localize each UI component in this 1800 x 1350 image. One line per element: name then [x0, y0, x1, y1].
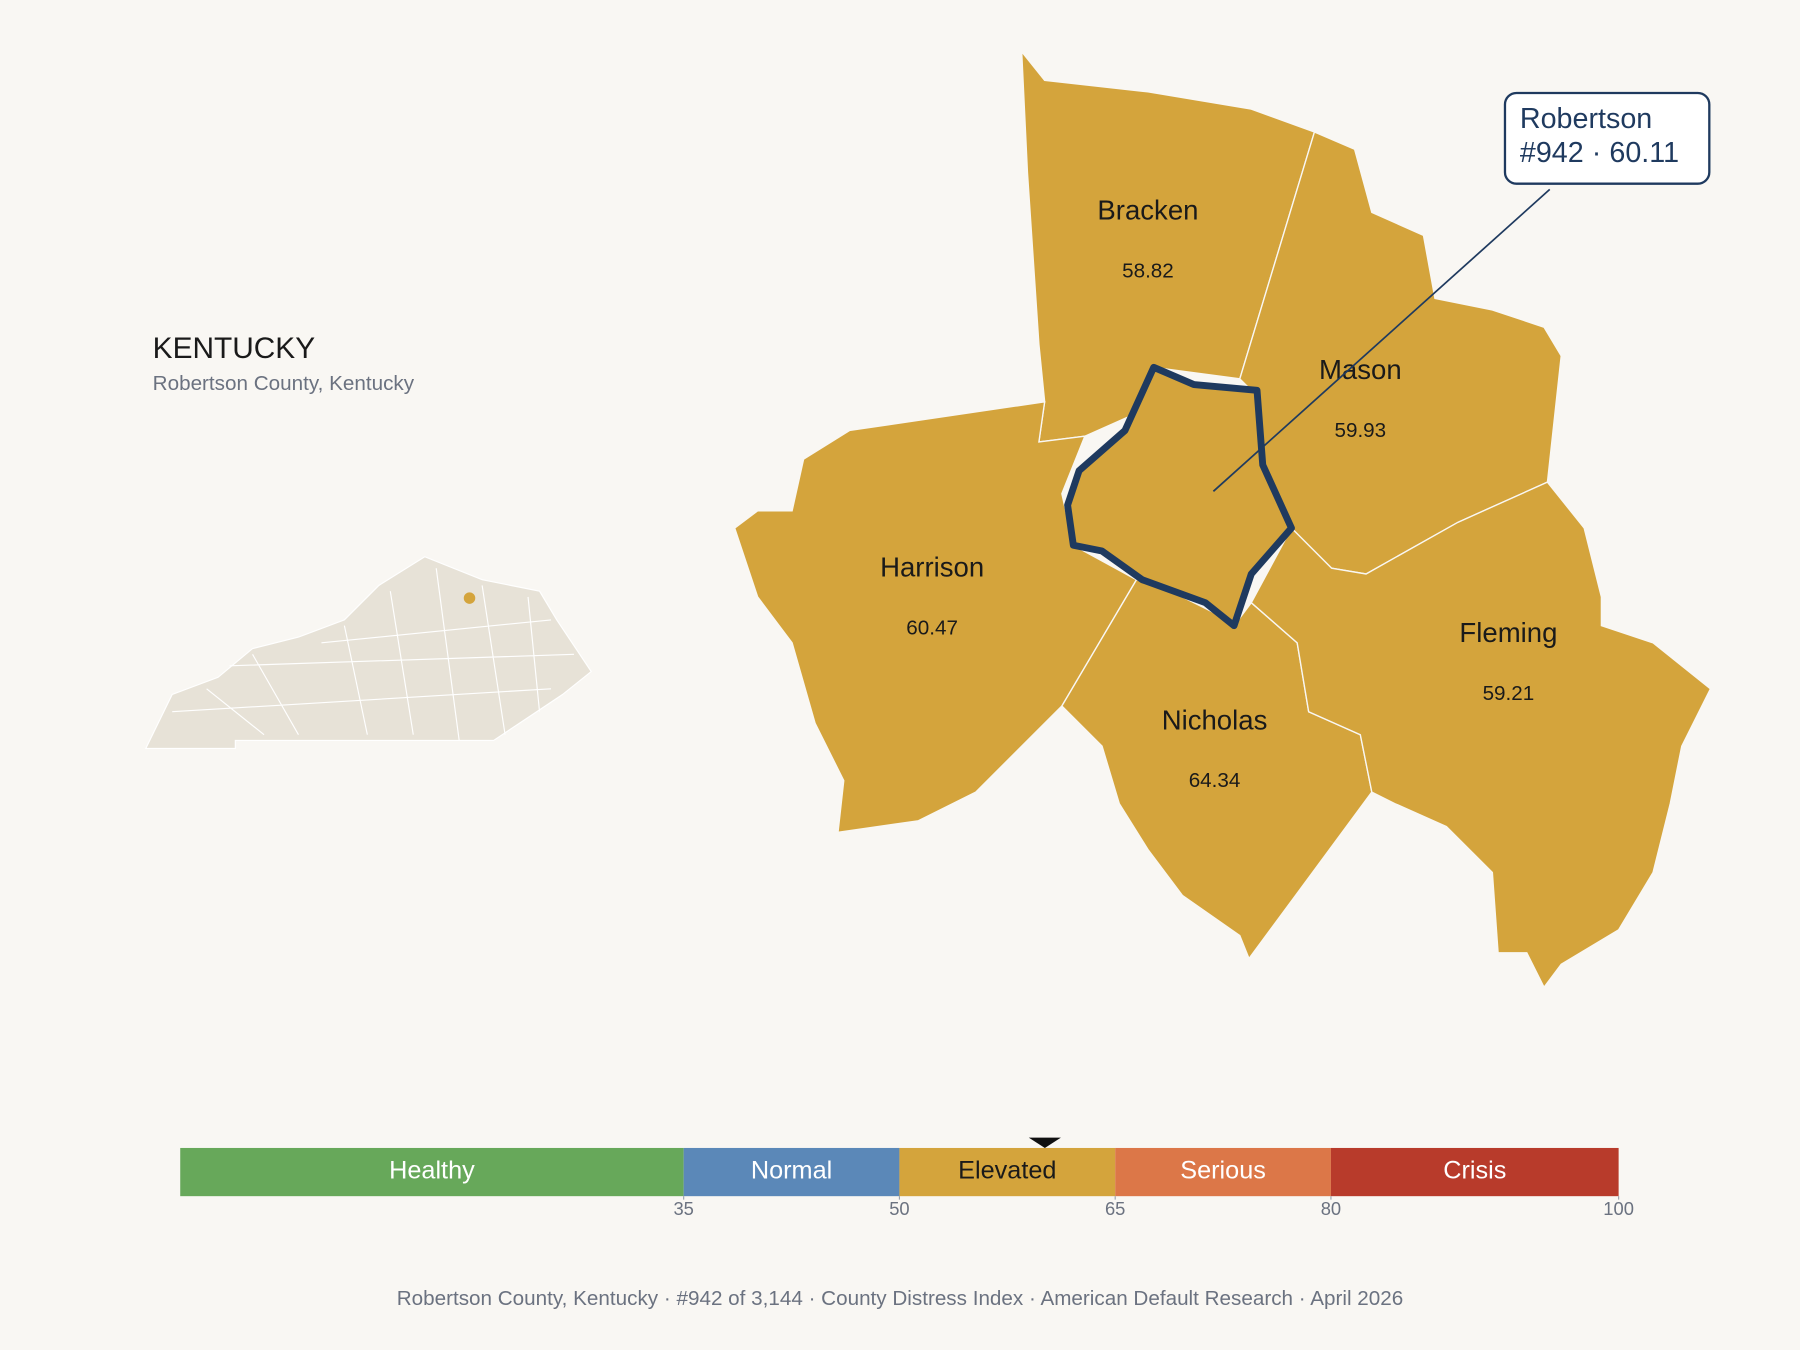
county-name: Harrison	[880, 552, 984, 583]
score-marker	[1028, 1137, 1061, 1148]
scale-band	[899, 1147, 1116, 1197]
county-name: Fleming	[1459, 617, 1557, 648]
focus-county	[1064, 363, 1295, 630]
band-label: Normal	[751, 1157, 832, 1185]
scale-band	[1115, 1147, 1331, 1197]
callout-name: Robertson	[1520, 103, 1652, 135]
scale-tick-label: 35	[673, 1198, 693, 1219]
callout-rank: #942	[1520, 136, 1584, 168]
county-value: 59.93	[1334, 419, 1386, 442]
callout-detail: #942 · 60.11	[1520, 136, 1679, 168]
scale-band	[180, 1147, 684, 1197]
scale-band	[683, 1147, 900, 1197]
footer: Robertson County, Kentucky · #942 of 3,1…	[397, 1287, 1404, 1310]
scale-tick-label: 80	[1321, 1198, 1341, 1219]
callout-score: 60.11	[1609, 136, 1679, 168]
county-name: Nicholas	[1162, 704, 1268, 735]
county-shape	[1250, 481, 1712, 989]
band-label: Serious	[1180, 1157, 1266, 1185]
state-title: KENTUCKY	[153, 332, 316, 365]
subtitle: Robertson County, Kentucky	[153, 372, 415, 395]
callout: Robertson #942 · 60.11	[1212, 91, 1711, 492]
county-value: 58.82	[1122, 260, 1174, 283]
scale-tick-label: 50	[889, 1198, 909, 1219]
county-lines	[172, 568, 574, 741]
callout-box	[1503, 91, 1711, 185]
callout-separator: ·	[1592, 136, 1602, 168]
band-label: Elevated	[958, 1157, 1056, 1185]
county-value: 60.47	[906, 617, 958, 640]
state-shape	[144, 556, 592, 750]
distress-scale: Healthy Normal Elevated Serious Crisis 35 50 65…	[180, 1137, 1634, 1219]
county-value: 64.34	[1189, 769, 1241, 792]
county-map: Bracken58.82Mason59.93Harrison60.47Nicho…	[733, 49, 1712, 989]
county-value: 59.21	[1483, 682, 1535, 705]
scale-band	[1330, 1147, 1619, 1197]
callout-leader	[1212, 188, 1551, 492]
state-minimap	[144, 556, 592, 750]
band-label: Crisis	[1443, 1157, 1506, 1185]
band-label: Healthy	[389, 1157, 475, 1185]
scale-tick-label: 65	[1105, 1198, 1125, 1219]
highlight-county	[463, 592, 476, 604]
scale-tick-label: 100	[1603, 1198, 1634, 1219]
county-shape	[733, 400, 1138, 834]
county-name: Bracken	[1097, 195, 1198, 226]
